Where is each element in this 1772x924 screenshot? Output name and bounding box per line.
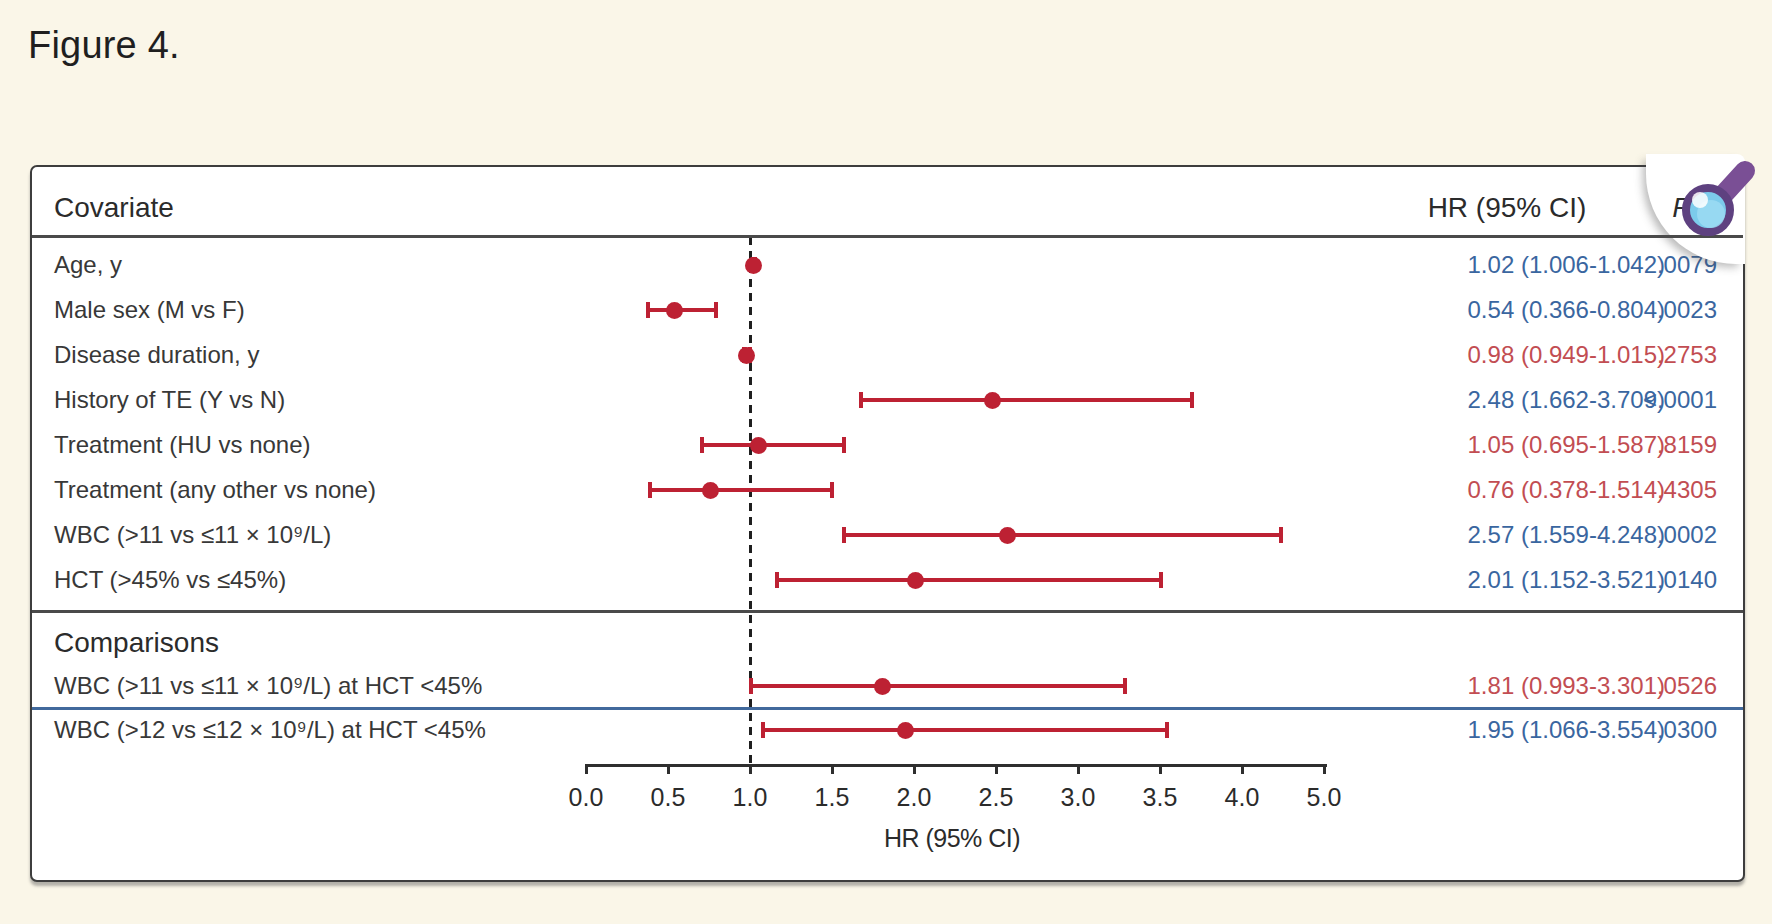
ci-bar <box>859 398 1195 402</box>
point-estimate <box>907 572 924 589</box>
ci-cap-right <box>1190 392 1194 408</box>
ci-whisker <box>761 722 1169 738</box>
point-estimate <box>897 722 914 739</box>
ci-cap-left <box>749 678 753 694</box>
ci-whisker <box>749 678 1128 694</box>
hr-column-header: HR (95% CI) <box>1402 191 1612 225</box>
axis-tick-label: 2.5 <box>961 782 1031 812</box>
axis-tick-label: 5.0 <box>1289 782 1359 812</box>
ci-cap-right <box>1279 527 1283 543</box>
row-label: WBC (>11 vs ≤11 × 10⁹/L) <box>54 519 331 551</box>
point-estimate <box>738 347 755 364</box>
ci-cap-left <box>648 482 652 498</box>
ci-bar <box>749 684 1128 688</box>
point-estimate <box>984 392 1001 409</box>
ci-cap-left <box>761 722 765 738</box>
ci-cap-right <box>1159 572 1163 588</box>
ci-whisker <box>859 392 1195 408</box>
ci-cap-right <box>842 437 846 453</box>
x-axis-title: HR (95% CI) <box>832 822 1072 854</box>
ci-whisker <box>700 437 846 453</box>
ci-cap-right <box>1123 678 1127 694</box>
x-axis-line <box>586 764 1327 767</box>
axis-tick-label: 4.0 <box>1207 782 1277 812</box>
ci-bar <box>700 443 846 447</box>
axis-tick-label: 2.0 <box>879 782 949 812</box>
ci-bar <box>761 728 1169 732</box>
page: { "title": "Figure 4.", "panel": { "cova… <box>0 0 1772 924</box>
p-value: .0300 <box>1577 714 1717 746</box>
ci-whisker <box>775 572 1164 588</box>
p-value: .0002 <box>1577 519 1717 551</box>
axis-tick-label: 3.5 <box>1125 782 1195 812</box>
ci-bar <box>648 488 834 492</box>
axis-tick-label: 3.0 <box>1043 782 1113 812</box>
point-estimate <box>745 257 762 274</box>
row-label: HCT (>45% vs ≤45%) <box>54 564 286 596</box>
axis-tick-label: 0.5 <box>633 782 703 812</box>
ci-cap-left <box>859 392 863 408</box>
p-value: <.0001 <box>1577 384 1717 416</box>
row-label: WBC (>11 vs ≤11 × 10⁹/L) at HCT <45% <box>54 670 482 702</box>
row-label: Treatment (HU vs none) <box>54 429 311 461</box>
ci-cap-left <box>775 572 779 588</box>
header-rule <box>32 235 1743 238</box>
figure-title: Figure 4. <box>28 24 180 67</box>
p-value: .0526 <box>1577 670 1717 702</box>
axis-tick-label: 1.0 <box>715 782 785 812</box>
p-value: .4305 <box>1577 474 1717 506</box>
magnifier-icon[interactable] <box>1648 154 1772 277</box>
ci-cap-right <box>830 482 834 498</box>
row-label: Disease duration, y <box>54 339 259 371</box>
forest-plot-panel: Covariate HR (95% CI) P Comparisons 0.00… <box>30 165 1745 882</box>
point-estimate <box>999 527 1016 544</box>
ci-bar <box>775 578 1164 582</box>
ci-cap-left <box>700 437 704 453</box>
row-label: Male sex (M vs F) <box>54 294 245 326</box>
ci-cap-left <box>842 527 846 543</box>
comparisons-section-header: Comparisons <box>54 626 219 660</box>
p-value: .0140 <box>1577 564 1717 596</box>
p-value: .2753 <box>1577 339 1717 371</box>
point-estimate <box>750 437 767 454</box>
ci-bar <box>842 533 1283 537</box>
blue-divider-line <box>32 707 1743 710</box>
p-value: .0023 <box>1577 294 1717 326</box>
row-label: Age, y <box>54 249 122 281</box>
covariate-column-header: Covariate <box>54 191 174 225</box>
ci-cap-right <box>714 302 718 318</box>
row-label: Treatment (any other vs none) <box>54 474 376 506</box>
p-value: .8159 <box>1577 429 1717 461</box>
ci-cap-right <box>1165 722 1169 738</box>
point-estimate <box>874 678 891 695</box>
axis-tick-label: 1.5 <box>797 782 867 812</box>
ci-whisker <box>648 482 834 498</box>
row-label: WBC (>12 vs ≤12 × 10⁹/L) at HCT <45% <box>54 714 486 746</box>
row-label: History of TE (Y vs N) <box>54 384 285 416</box>
point-estimate <box>666 302 683 319</box>
ci-whisker <box>842 527 1283 543</box>
ci-cap-left <box>646 302 650 318</box>
point-estimate <box>702 482 719 499</box>
section-divider <box>32 610 1743 613</box>
axis-tick-label: 0.0 <box>551 782 621 812</box>
